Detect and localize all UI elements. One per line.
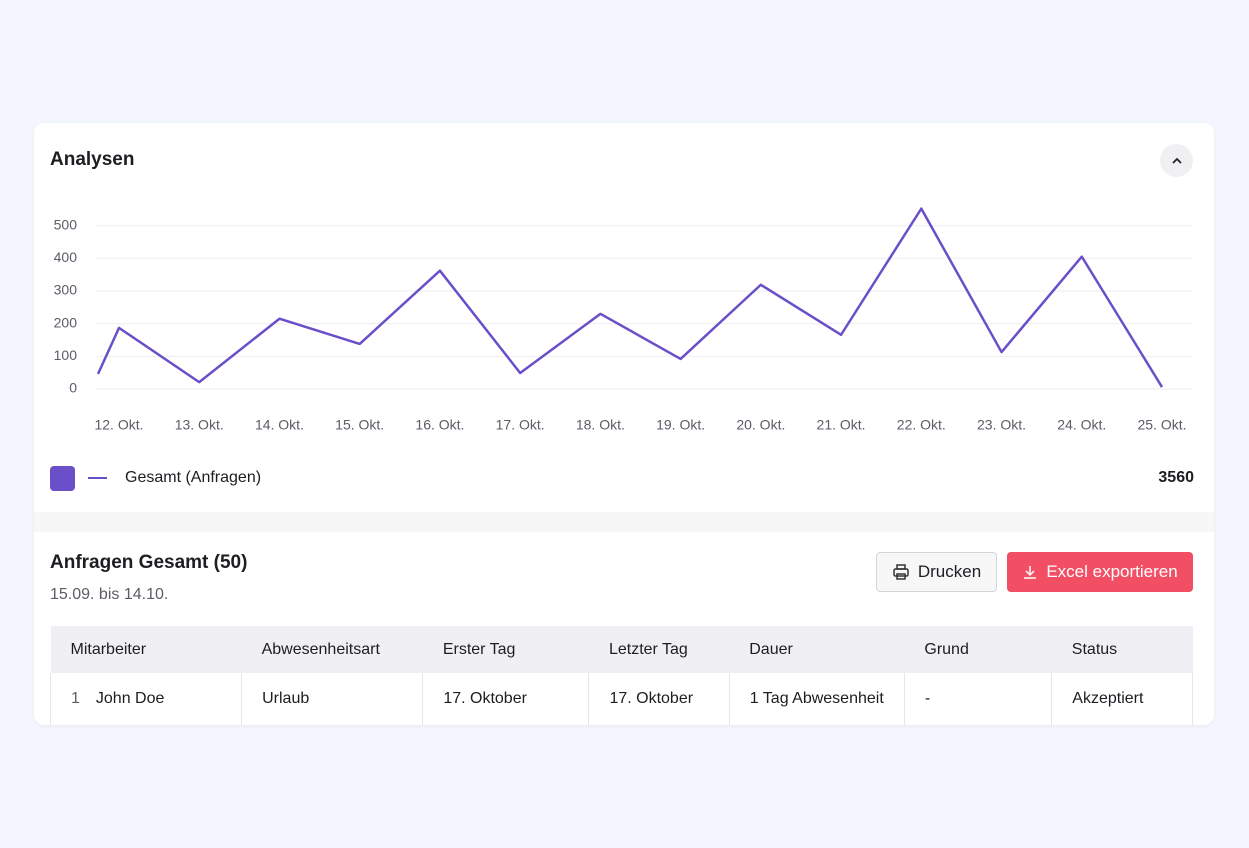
x-tick-label: 21. Okt. xyxy=(817,417,866,433)
y-tick-label: 300 xyxy=(54,282,78,298)
chart: 0 100 200 300 400 500 12. Okt. 13. Okt. 14. Okt.… xyxy=(54,207,1192,433)
table-row: 1 John Doe Urlaub 17. Oktober 17. Oktober 1 T… xyxy=(49,673,1193,725)
y-tick-label: 500 xyxy=(54,216,78,232)
x-tick-label: 13. Okt. xyxy=(175,417,224,433)
table-body: 1 John Doe Urlaub 17. Oktober 17. Oktober 1 T… xyxy=(49,673,1193,725)
x-tick-label: 18. Okt. xyxy=(576,417,625,433)
divider xyxy=(34,512,1214,532)
card xyxy=(34,123,1214,725)
legend-swatch xyxy=(50,466,75,491)
download-icon xyxy=(1024,566,1037,579)
y-tick-label: 100 xyxy=(54,347,78,363)
print-icon xyxy=(893,564,909,580)
x-tick-label: 22. Okt. xyxy=(897,417,946,433)
column-header: Dauer xyxy=(729,626,905,673)
x-tick-label: 16. Okt. xyxy=(415,417,464,433)
table-cell: 17. Oktober xyxy=(422,673,590,725)
y-tick-label: 400 xyxy=(54,249,78,265)
table-cell: Akzeptiert xyxy=(1051,673,1193,725)
column-header: Abwesenheitsart xyxy=(241,626,423,673)
x-tick-label: 19. Okt. xyxy=(656,417,705,433)
section-title: Anfragen Gesamt (50) xyxy=(50,552,248,573)
x-tick-label: 12. Okt. xyxy=(94,417,143,433)
table-cell: 1 John Doe xyxy=(49,673,243,725)
x-tick-label: 23. Okt. xyxy=(977,417,1026,433)
x-tick-label: 25. Okt. xyxy=(1137,417,1186,433)
table-cell: Urlaub xyxy=(241,673,424,725)
legend-line xyxy=(88,477,107,479)
column-header: Letzter Tag xyxy=(588,626,730,673)
table-cell: 17. Oktober xyxy=(588,673,730,725)
y-tick-label: 0 xyxy=(69,380,77,396)
date-range: 15.09. bis 14.10. xyxy=(50,586,169,603)
table-cell: 1 Tag Abwesenheit xyxy=(728,673,905,725)
row-index: 1 xyxy=(71,690,80,707)
x-tick-label: 15. Okt. xyxy=(335,417,384,433)
export-button[interactable]: Excel exportieren xyxy=(1007,552,1193,592)
print-button[interactable]: Drucken xyxy=(876,552,997,592)
total: 3560 xyxy=(1158,469,1194,486)
x-tick-label: 20. Okt. xyxy=(736,417,785,433)
x-tick-label: 14. Okt. xyxy=(255,417,304,433)
button-label: Drucken xyxy=(917,562,982,581)
header-row: Mitarbeiter Abwesenheitsart Erster Tag Letz… xyxy=(50,626,1193,673)
chevron-icon xyxy=(1171,157,1182,164)
column-header: Erster Tag xyxy=(422,626,589,673)
button-label: Excel exportieren xyxy=(1046,562,1178,581)
collapse-button[interactable] xyxy=(1160,144,1193,177)
column-header: Grund xyxy=(904,626,1052,673)
requests-table: Mitarbeiter Abwesenheitsart Erster Tag Letz… xyxy=(49,626,1193,725)
column-header: Mitarbeiter xyxy=(50,626,242,673)
data-line xyxy=(96,207,1164,388)
legend-label: Gesamt (Anfragen) xyxy=(125,469,262,486)
section-title: Analysen xyxy=(50,149,135,170)
employee-name: John Doe xyxy=(95,690,165,707)
column-header: Status xyxy=(1051,626,1193,673)
x-tick-label: 24. Okt. xyxy=(1057,417,1106,433)
x-tick-label: 17. Okt. xyxy=(496,417,545,433)
y-tick-label: 200 xyxy=(54,314,78,330)
table-cell: - xyxy=(903,673,1053,725)
